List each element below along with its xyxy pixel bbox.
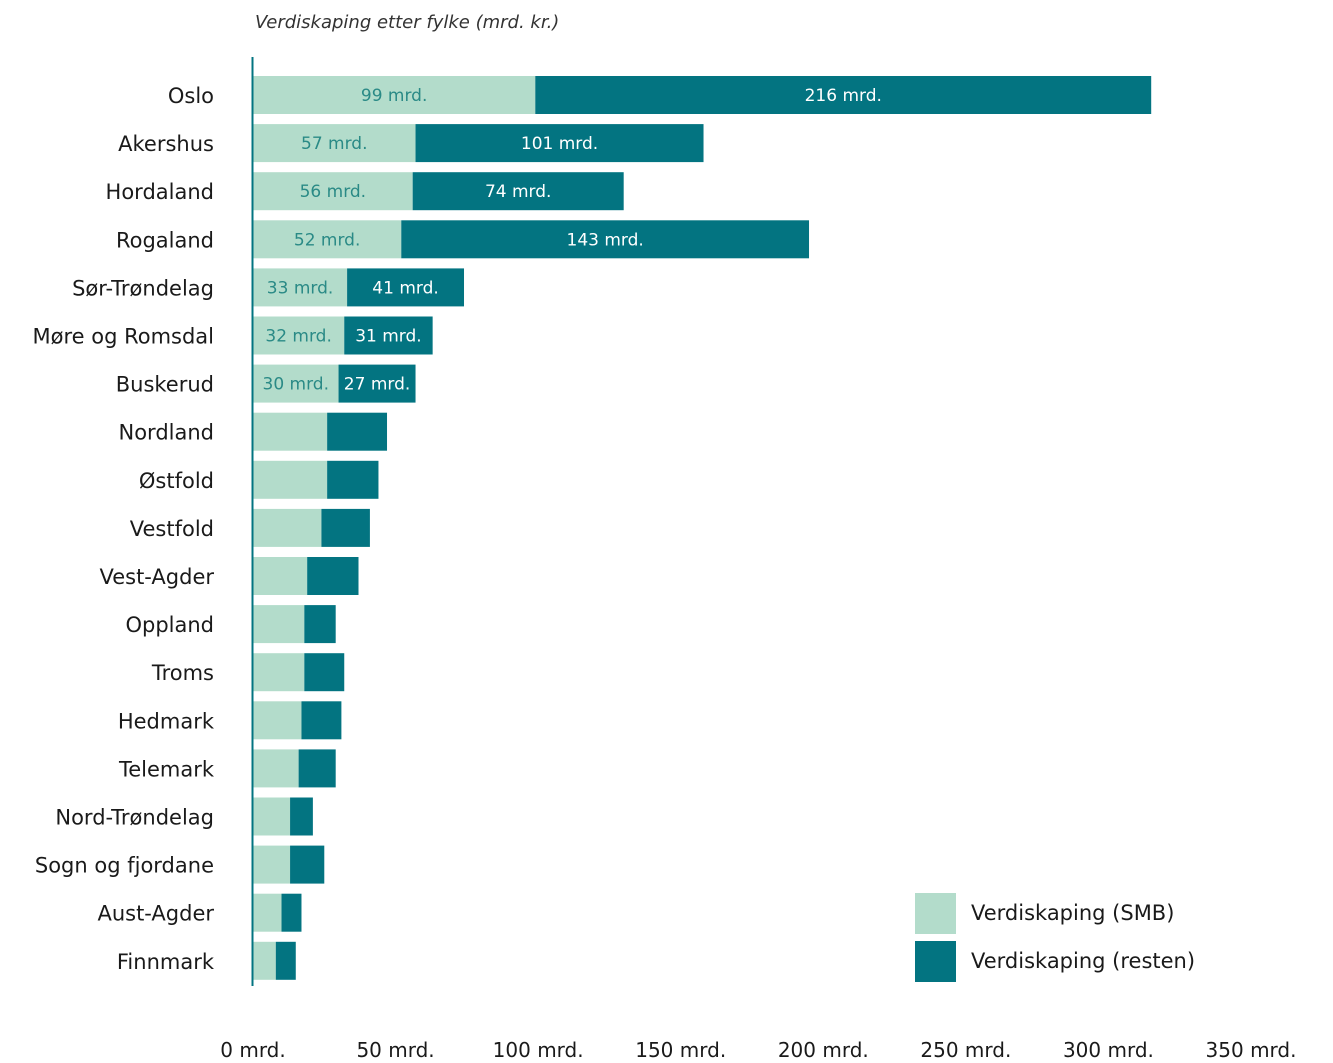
x-tick-labels: 0 mrd. 50 mrd. 100 mrd. 150 mrd. 200 mrd. 250…: [220, 1038, 1296, 1062]
bar-sor-trondelag-resten: [347, 268, 465, 307]
bar-aust-agder-resten: [281, 893, 302, 932]
category-label-nordland: Nordland: [119, 421, 215, 445]
data-label-more-og-romsdal-smb: 32 mrd.: [265, 327, 331, 347]
bar-oppland-smb: [253, 605, 305, 644]
x-tick-label-50: 50 mrd.: [356, 1038, 434, 1062]
bar-nord-trondelag-resten: [290, 797, 313, 836]
bar-rogaland-resten: [401, 220, 810, 259]
category-label-hordaland: Hordaland: [106, 180, 214, 204]
category-label-buskerud: Buskerud: [116, 373, 214, 397]
category-label-finnmark: Finnmark: [117, 950, 215, 974]
data-label-akershus-resten: 101 mrd.: [521, 134, 598, 154]
category-label-troms: Troms: [151, 661, 214, 685]
category-label-aust-agder: Aust-Agder: [97, 902, 214, 926]
data-label-akershus-smb: 57 mrd.: [301, 134, 367, 154]
data-label-hordaland-resten: 74 mrd.: [485, 182, 551, 202]
category-label-akershus: Akershus: [118, 132, 214, 156]
bars-group: 99 mrd. 216 mrd. 57 mrd. 101 mrd. 56 mrd. 74 …: [253, 76, 1152, 980]
data-label-hordaland-smb: 56 mrd.: [300, 182, 366, 202]
chart-title: Verdiskaping etter fylke (mrd. kr.): [255, 12, 559, 33]
category-label-sogn-og-fjordane: Sogn og fjordane: [35, 854, 214, 878]
x-tick-label-0: 0 mrd.: [220, 1038, 286, 1062]
bar-sogn-og-fjordane-smb: [253, 845, 291, 884]
bar-oppland-resten: [304, 605, 336, 644]
bar-buskerud-resten: [338, 364, 416, 403]
data-label-rogaland-resten: 143 mrd.: [567, 230, 644, 250]
data-label-rogaland-smb: 52 mrd.: [294, 230, 360, 250]
bar-ostfold-smb: [253, 460, 328, 499]
data-label-buskerud-resten: 27 mrd.: [344, 375, 410, 395]
bar-oslo-smb: [253, 76, 536, 114]
category-label-vestfold: Vestfold: [130, 517, 214, 541]
category-label-telemark: Telemark: [118, 757, 215, 781]
bar-finnmark-smb: [253, 941, 276, 980]
bar-hordaland-smb: [253, 172, 413, 211]
data-label-oslo-smb: 99 mrd.: [361, 86, 427, 106]
bar-ostfold-resten: [327, 460, 379, 499]
bar-hedmark-smb: [253, 701, 302, 740]
x-tick-label-350: 350 mrd.: [1206, 1038, 1297, 1062]
data-label-oslo-resten: 216 mrd.: [805, 86, 882, 106]
data-label-sor-trondelag-resten: 41 mrd.: [372, 278, 438, 298]
bar-vest-agder-resten: [307, 557, 359, 595]
bar-sor-trondelag-smb: [253, 268, 348, 307]
bar-akershus-smb: [253, 124, 416, 163]
bar-aust-agder-smb: [253, 893, 282, 932]
category-label-vest-agder: Vest-Agder: [99, 565, 214, 589]
x-tick-label-300: 300 mrd.: [1063, 1038, 1154, 1062]
bar-more-og-romsdal-smb: [253, 316, 345, 355]
bar-vestfold-resten: [321, 508, 370, 547]
bar-sogn-og-fjordane-resten: [290, 845, 325, 884]
category-label-nord-trondelag: Nord-Trøndelag: [55, 806, 214, 830]
category-label-ostfold: Østfold: [139, 469, 214, 493]
bar-oslo-resten: [535, 76, 1152, 114]
x-tick-label-250: 250 mrd.: [920, 1038, 1011, 1062]
category-labels: Oslo Akershus Hordaland Rogaland Sør-Trøndel…: [32, 84, 214, 974]
x-tick-label-150: 150 mrd.: [635, 1038, 726, 1062]
bar-nordland-smb: [253, 412, 328, 451]
x-tick-label-200: 200 mrd.: [778, 1038, 869, 1062]
bar-rogaland-smb: [253, 220, 402, 259]
bar-more-og-romsdal-resten: [344, 316, 433, 355]
bar-buskerud-smb: [253, 364, 339, 403]
category-label-more-og-romsdal: Møre og Romsdal: [32, 325, 214, 349]
bar-telemark-smb: [253, 749, 299, 788]
bar-akershus-resten: [415, 124, 704, 163]
category-label-oslo: Oslo: [168, 84, 214, 108]
bar-hedmark-resten: [301, 701, 342, 740]
category-label-oppland: Oppland: [125, 613, 214, 637]
category-label-rogaland: Rogaland: [116, 228, 214, 252]
bar-troms-smb: [253, 653, 305, 692]
legend-label-smb: Verdiskaping (SMB): [971, 901, 1174, 925]
category-label-sor-trondelag: Sør-Trøndelag: [72, 276, 214, 300]
bar-vestfold-smb: [253, 508, 322, 547]
data-label-buskerud-smb: 30 mrd.: [263, 375, 329, 395]
legend: Verdiskaping (SMB) Verdiskaping (resten): [915, 893, 1195, 982]
category-label-hedmark: Hedmark: [118, 709, 215, 733]
bar-nordland-resten: [327, 412, 388, 451]
bar-troms-resten: [304, 653, 345, 692]
bar-vest-agder-smb: [253, 557, 308, 595]
data-label-sor-trondelag-smb: 33 mrd.: [267, 278, 333, 298]
legend-label-resten: Verdiskaping (resten): [971, 949, 1195, 973]
bar-telemark-resten: [298, 749, 336, 788]
bar-finnmark-resten: [275, 941, 296, 980]
data-label-more-og-romsdal-resten: 31 mrd.: [355, 327, 421, 347]
legend-swatch-smb: [915, 893, 956, 934]
legend-swatch-resten: [915, 941, 956, 982]
bar-hordaland-resten: [412, 172, 624, 211]
bar-nord-trondelag-smb: [253, 797, 291, 836]
x-tick-label-100: 100 mrd.: [493, 1038, 584, 1062]
